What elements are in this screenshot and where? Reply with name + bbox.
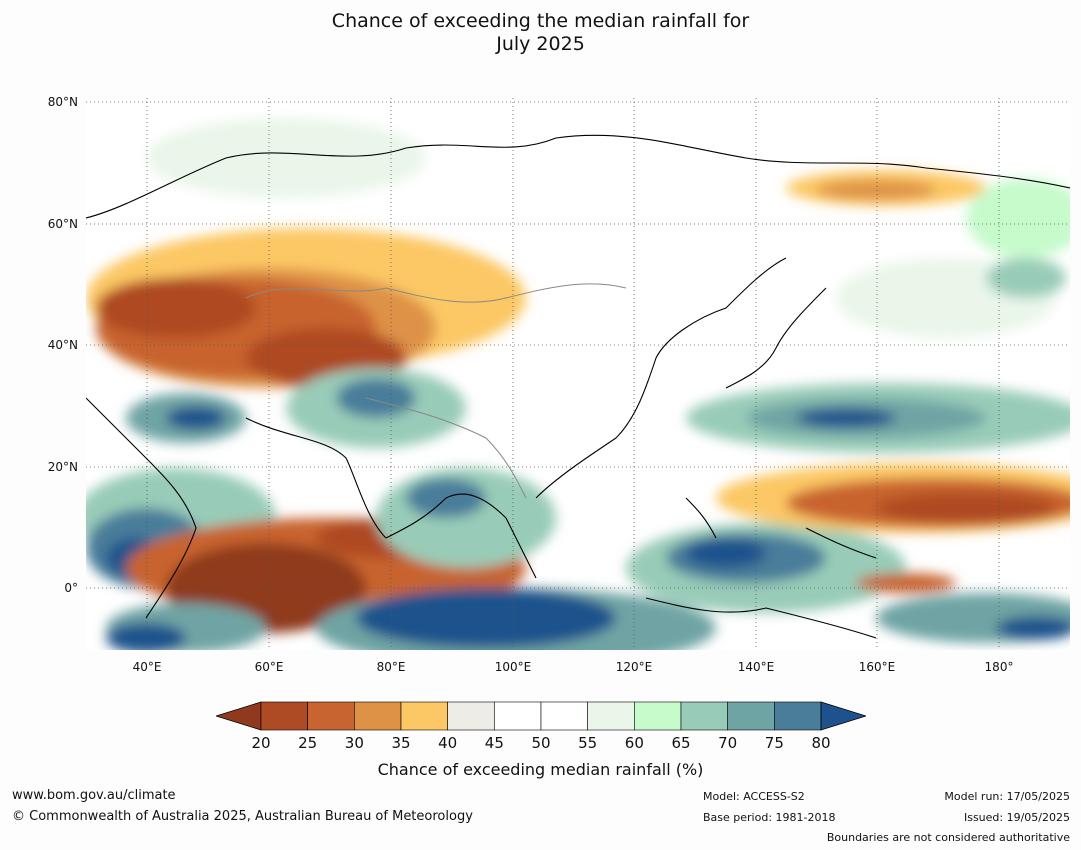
colorbar-tick-label: 30 xyxy=(344,734,364,752)
lat-label-0: 0° xyxy=(64,581,78,595)
map-canvas xyxy=(86,98,1070,650)
colorbar xyxy=(214,700,868,732)
colorbar-tick-label: 75 xyxy=(764,734,784,752)
model-name: Model: ACCESS-S2 xyxy=(703,790,805,803)
colorbar-extension-low xyxy=(214,701,262,731)
base-period: Base period: 1981-2018 xyxy=(703,811,836,824)
colorbar-tick-label: 70 xyxy=(718,734,738,752)
colorbar-segment xyxy=(774,701,822,731)
lon-label-140e: 140°E xyxy=(737,660,775,674)
colorbar-segment xyxy=(260,701,308,731)
lon-label-60e: 60°E xyxy=(254,660,284,674)
colorbar-svg xyxy=(214,701,868,731)
model-run-date: Model run: 17/05/2025 xyxy=(944,790,1070,803)
country-boundaries xyxy=(245,283,627,499)
colorbar-tick-label: 25 xyxy=(298,734,318,752)
colorbar-segment xyxy=(587,701,635,731)
colorbar-segment xyxy=(727,701,775,731)
rainfall-map xyxy=(86,98,1070,650)
lat-label-60n: 60°N xyxy=(47,217,78,231)
colorbar-tick-label: 55 xyxy=(578,734,598,752)
chart-title: Chance of exceeding the median rainfall … xyxy=(0,10,1081,56)
lon-label-180: 180° xyxy=(984,660,1014,674)
lat-label-40n: 40°N xyxy=(47,338,78,352)
colorbar-tick-label: 20 xyxy=(251,734,271,752)
colorbar-tick-label: 60 xyxy=(624,734,644,752)
colorbar-segment xyxy=(494,701,542,731)
colorbar-tick-label: 40 xyxy=(438,734,458,752)
copyright-text: © Commonwealth of Australia 2025, Austra… xyxy=(12,809,473,824)
colorbar-tick-label: 50 xyxy=(531,734,551,752)
colorbar-segment xyxy=(680,701,728,731)
colorbar-label: Chance of exceeding median rainfall (%) xyxy=(377,760,704,779)
colorbar-segment xyxy=(634,701,682,731)
colorbar-extension-high xyxy=(820,701,868,731)
colorbar-tick-label: 80 xyxy=(811,734,831,752)
lat-label-20n: 20°N xyxy=(47,460,78,474)
colorbar-segment xyxy=(447,701,495,731)
colorbar-segment xyxy=(354,701,402,731)
lon-label-120e: 120°E xyxy=(615,660,653,674)
anomaly-field xyxy=(86,118,1070,650)
colorbar-tick-label: 65 xyxy=(671,734,691,752)
colorbar-segment xyxy=(400,701,448,731)
title-line-1: Chance of exceeding the median rainfall … xyxy=(331,10,750,32)
graticule xyxy=(86,98,1070,650)
colorbar-tick-label: 45 xyxy=(484,734,504,752)
lon-label-100e: 100°E xyxy=(494,660,532,674)
title-line-2: July 2025 xyxy=(496,33,585,55)
colorbar-tick-label: 35 xyxy=(391,734,411,752)
lon-label-40e: 40°E xyxy=(132,660,162,674)
colorbar-segment xyxy=(307,701,355,731)
lon-label-160e: 160°E xyxy=(858,660,896,674)
boundaries-disclaimer: Boundaries are not considered authoritat… xyxy=(826,831,1070,844)
issued-date: Issued: 19/05/2025 xyxy=(963,811,1070,824)
website-link[interactable]: www.bom.gov.au/climate xyxy=(12,788,176,803)
lon-label-80e: 80°E xyxy=(376,660,406,674)
coastlines xyxy=(86,134,1070,639)
lat-label-80n: 80°N xyxy=(47,95,78,109)
colorbar-segment xyxy=(540,701,588,731)
